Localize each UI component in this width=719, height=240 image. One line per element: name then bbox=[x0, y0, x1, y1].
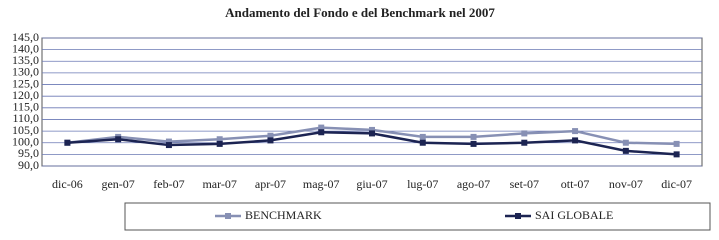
y-tick-label: 100,0 bbox=[12, 134, 39, 148]
point-marker bbox=[165, 138, 172, 145]
x-tick-label: ago-07 bbox=[457, 177, 490, 191]
chart: Andamento del Fondo e del Benchmark nel … bbox=[12, 5, 711, 231]
x-tick-label: gen-07 bbox=[101, 177, 134, 191]
point-marker bbox=[267, 132, 274, 139]
y-tick-label: 145,0 bbox=[12, 30, 39, 44]
chart-title: Andamento del Fondo e del Benchmark nel … bbox=[225, 5, 495, 20]
point-marker bbox=[622, 139, 629, 146]
point-marker bbox=[572, 137, 579, 144]
point-marker bbox=[318, 129, 325, 136]
point-marker bbox=[267, 137, 274, 144]
x-tick-label: lug-07 bbox=[407, 177, 438, 191]
y-tick-label: 115,0 bbox=[12, 100, 39, 114]
x-tick-label: dic-07 bbox=[661, 177, 692, 191]
legend-box bbox=[124, 202, 711, 231]
point-marker bbox=[419, 139, 426, 146]
x-tick-label: dic-06 bbox=[52, 177, 83, 191]
y-tick-label: 110,0 bbox=[12, 111, 39, 125]
x-tick-label: mar-07 bbox=[202, 177, 236, 191]
legend-marker bbox=[515, 213, 521, 219]
x-tick-label: apr-07 bbox=[255, 177, 286, 191]
point-marker bbox=[216, 140, 223, 147]
legend-label: BENCHMARK bbox=[245, 208, 322, 222]
y-tick-label: 140,0 bbox=[12, 41, 39, 55]
x-tick-label: giu-07 bbox=[356, 177, 387, 191]
point-marker bbox=[521, 130, 528, 137]
legend-label: SAI GLOBALE bbox=[535, 208, 613, 222]
point-marker bbox=[115, 136, 122, 143]
point-marker bbox=[64, 139, 71, 146]
point-marker bbox=[673, 151, 680, 158]
legend-marker bbox=[225, 213, 231, 219]
x-tick-label: nov-07 bbox=[609, 177, 643, 191]
point-marker bbox=[216, 136, 223, 143]
y-tick-label: 120,0 bbox=[12, 88, 39, 102]
point-marker bbox=[673, 140, 680, 147]
y-tick-label: 90,0 bbox=[18, 158, 39, 172]
point-marker bbox=[369, 126, 375, 133]
y-tick-label: 135,0 bbox=[12, 53, 39, 67]
point-marker bbox=[622, 147, 629, 154]
x-tick-label: feb-07 bbox=[153, 177, 184, 191]
point-marker bbox=[521, 139, 528, 146]
y-tick-label: 125,0 bbox=[12, 76, 39, 90]
point-marker bbox=[572, 128, 579, 135]
x-tick-label: mag-07 bbox=[303, 177, 340, 191]
point-marker bbox=[369, 130, 375, 137]
y-tick-label: 130,0 bbox=[12, 65, 39, 79]
x-tick-label: set-07 bbox=[510, 177, 539, 191]
point-marker bbox=[318, 124, 325, 131]
point-marker bbox=[165, 142, 172, 149]
point-marker bbox=[419, 133, 426, 140]
point-marker bbox=[470, 140, 477, 147]
y-tick-label: 95,0 bbox=[18, 146, 39, 160]
x-tick-label: ott-07 bbox=[561, 177, 590, 191]
point-marker bbox=[470, 133, 477, 140]
y-tick-label: 105,0 bbox=[12, 123, 39, 137]
